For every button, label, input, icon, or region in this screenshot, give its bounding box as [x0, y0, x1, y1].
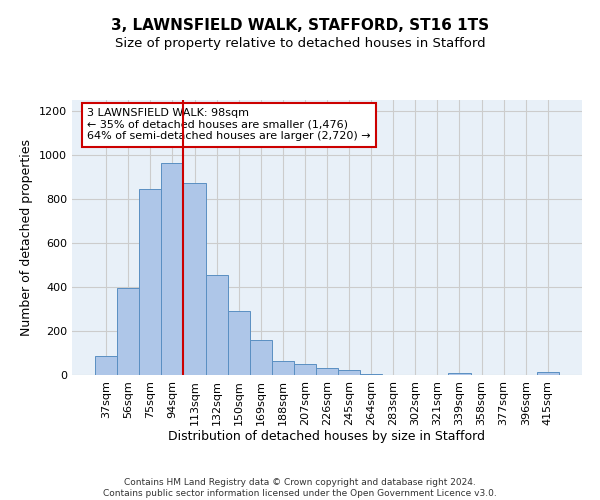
Bar — [338, 370, 360, 375]
X-axis label: Distribution of detached houses by size in Stafford: Distribution of detached houses by size … — [169, 430, 485, 444]
Bar — [316, 368, 338, 375]
Bar — [139, 189, 161, 375]
Text: 3 LAWNSFIELD WALK: 98sqm
← 35% of detached houses are smaller (1,476)
64% of sem: 3 LAWNSFIELD WALK: 98sqm ← 35% of detach… — [88, 108, 371, 142]
Bar — [184, 182, 206, 375]
Bar — [360, 374, 382, 375]
Bar — [117, 288, 139, 375]
Bar — [537, 372, 559, 375]
Bar — [272, 360, 294, 375]
Bar — [448, 373, 470, 375]
Bar — [227, 311, 250, 375]
Text: Size of property relative to detached houses in Stafford: Size of property relative to detached ho… — [115, 38, 485, 51]
Text: 3, LAWNSFIELD WALK, STAFFORD, ST16 1TS: 3, LAWNSFIELD WALK, STAFFORD, ST16 1TS — [111, 18, 489, 32]
Bar — [294, 364, 316, 375]
Bar — [206, 275, 227, 375]
Bar — [161, 162, 184, 375]
Bar — [95, 356, 117, 375]
Bar — [250, 340, 272, 375]
Y-axis label: Number of detached properties: Number of detached properties — [20, 139, 34, 336]
Text: Contains HM Land Registry data © Crown copyright and database right 2024.
Contai: Contains HM Land Registry data © Crown c… — [103, 478, 497, 498]
